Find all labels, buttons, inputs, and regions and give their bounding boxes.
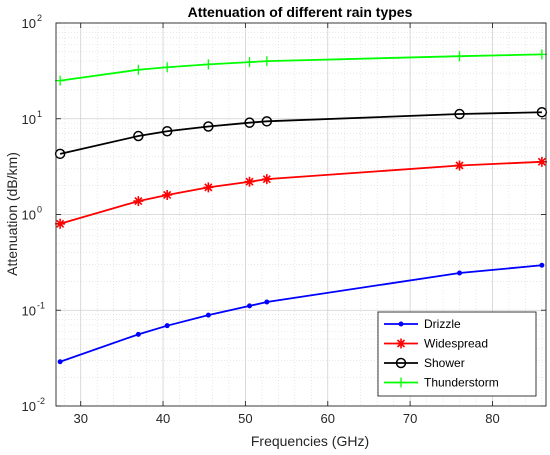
data-point-widespread [244, 176, 255, 187]
data-point-widespread [454, 160, 465, 171]
data-point-shower [133, 130, 144, 142]
data-point-drizzle [247, 303, 253, 309]
legend-marker [396, 338, 406, 349]
y-tick-label: 10 [22, 208, 36, 223]
x-axis-title: Frequencies (GHz) [251, 433, 369, 449]
data-point-shower [454, 108, 465, 120]
y-tick-exponent: 0 [37, 205, 42, 215]
data-point-drizzle [164, 323, 170, 329]
data-point-thunderstorm [162, 62, 173, 73]
y-tick-label: 10 [22, 303, 36, 318]
data-point-thunderstorm [261, 56, 272, 67]
series-shower [54, 106, 548, 160]
data-point-thunderstorm [203, 59, 214, 70]
data-point-drizzle [539, 262, 545, 268]
y-tick-label: 10 [22, 16, 36, 31]
data-point-widespread [536, 156, 547, 167]
data-point-drizzle [57, 359, 63, 365]
x-tick-label: 60 [321, 411, 335, 426]
legend-label: Drizzle [424, 317, 461, 331]
x-tick-label: 80 [485, 411, 499, 426]
series-line-drizzle [59, 264, 542, 363]
data-point-widespread [261, 174, 272, 185]
legend: Drizzle Widespread Shower Thunderstorm [377, 311, 537, 397]
data-point-drizzle [205, 312, 211, 318]
data-point-thunderstorm [133, 64, 144, 75]
x-tick-label: 40 [156, 411, 170, 426]
legend-marker [395, 357, 407, 369]
series-line-widespread [59, 160, 542, 225]
data-point-drizzle [135, 331, 141, 337]
y-tick-exponent: 2 [37, 13, 42, 23]
series-widespread [55, 156, 547, 229]
data-point-widespread [55, 218, 66, 229]
series-drizzle [57, 262, 545, 365]
legend-label: Thunderstorm [424, 376, 499, 390]
data-point-thunderstorm [536, 49, 547, 60]
grid [56, 22, 546, 407]
data-point-shower [244, 117, 255, 128]
data-point-thunderstorm [55, 75, 66, 86]
legend-item-thunderstorm: Thunderstorm [384, 376, 499, 390]
legend-marker [396, 377, 406, 388]
data-point-shower [261, 116, 273, 127]
y-tick-exponent: -2 [37, 396, 45, 406]
data-point-shower [161, 126, 173, 137]
data-point-thunderstorm [454, 51, 465, 62]
data-point-drizzle [264, 299, 270, 305]
chart-title: Attenuation of different rain types [188, 4, 413, 20]
legend-item-drizzle: Drizzle [384, 317, 461, 331]
legend-label: Shower [424, 356, 465, 370]
y-tick-label: 10 [22, 112, 36, 127]
data-point-thunderstorm [244, 57, 255, 68]
series-lines [54, 49, 548, 365]
x-tick-label: 50 [238, 411, 252, 426]
data-point-shower [203, 121, 214, 132]
data-point-widespread [162, 189, 173, 200]
y-axis-title: Attenuation (dB/km) [4, 152, 20, 276]
legend-item-widespread: Widespread [384, 337, 488, 351]
x-tick-label: 30 [73, 411, 87, 426]
y-tick-exponent: 1 [37, 109, 42, 119]
legend-item-shower: Shower [384, 356, 465, 370]
x-tick-label: 70 [403, 411, 417, 426]
data-point-drizzle [457, 270, 463, 276]
legend-marker [398, 321, 404, 327]
series-thunderstorm [55, 49, 547, 86]
y-tick-label: 10 [22, 399, 36, 414]
legend-label: Widespread [424, 337, 488, 351]
y-tick-exponent: -1 [37, 300, 45, 310]
data-point-widespread [133, 196, 144, 207]
data-point-widespread [203, 182, 214, 193]
